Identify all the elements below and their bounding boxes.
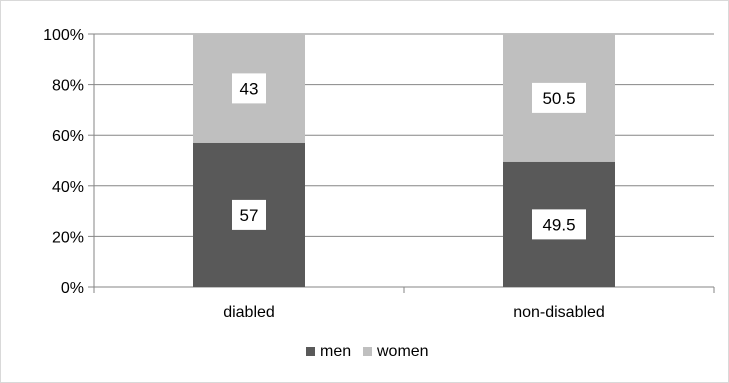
data-label-box — [532, 209, 586, 240]
y-tick-label: 100% — [43, 27, 84, 44]
data-label-men-1: 49.5 — [542, 215, 575, 234]
legend-swatch-men — [306, 347, 315, 356]
data-label-women-1: 50.5 — [542, 89, 575, 108]
gridlines — [94, 33, 714, 237]
legend: men women — [306, 343, 429, 360]
x-tick-label: diabled — [223, 304, 275, 321]
y-tick-label: 80% — [52, 78, 84, 95]
data-label-men-0: 57 — [240, 206, 259, 225]
bars — [193, 34, 615, 287]
y-tick-label: 20% — [52, 229, 84, 246]
data-label-box — [532, 82, 586, 113]
legend-label-men: men — [320, 343, 351, 360]
legend-label-women: women — [376, 343, 429, 360]
y-tick-label: 40% — [52, 179, 84, 196]
x-tick-label: non-disabled — [513, 304, 605, 321]
legend-swatch-women — [363, 347, 372, 356]
y-tick-label: 60% — [52, 128, 84, 145]
data-label-women-0: 43 — [240, 79, 259, 98]
axes: 0% 20% 40% 60% 80% 100% diabled non-disabled — [43, 27, 715, 321]
y-tick-label: 0% — [61, 280, 84, 297]
data-label-box — [232, 73, 266, 104]
data-labels: 57 43 49.5 50.5 — [232, 73, 586, 240]
data-label-box — [232, 199, 266, 230]
